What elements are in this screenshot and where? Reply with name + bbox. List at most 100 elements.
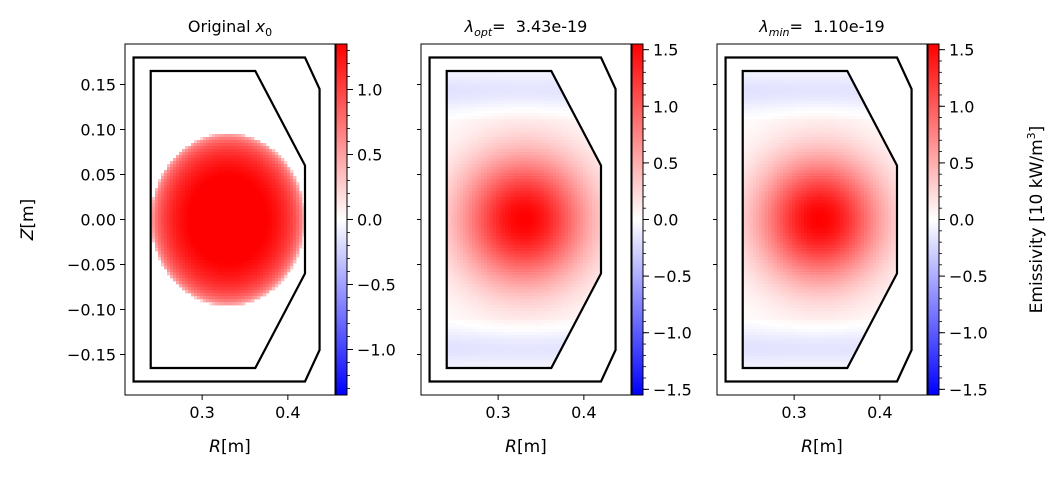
heatmap-cell xyxy=(251,209,255,213)
heatmap-cell xyxy=(266,251,270,255)
heatmap-cell xyxy=(224,152,228,156)
heatmap-cell xyxy=(484,350,488,354)
heatmap-cell xyxy=(487,179,491,183)
heatmap-cell xyxy=(227,245,231,249)
heatmap-cell xyxy=(275,266,279,270)
heatmap-cell xyxy=(478,83,482,87)
heatmap-cell xyxy=(487,191,491,195)
heatmap-cell xyxy=(245,287,249,291)
heatmap-cell xyxy=(212,263,216,267)
heatmap-cell xyxy=(215,233,219,237)
heatmap-cell xyxy=(475,131,479,135)
heatmap-cell xyxy=(278,200,282,204)
heatmap-cell xyxy=(239,269,243,273)
heatmap-cell xyxy=(242,302,246,306)
heatmap-cell xyxy=(472,158,476,162)
heatmap-cell xyxy=(296,251,300,255)
heatmap-cell xyxy=(451,290,455,294)
heatmap-cell xyxy=(278,197,282,201)
heatmap-cell xyxy=(200,254,204,258)
heatmap-cell xyxy=(188,197,192,201)
heatmap-cell xyxy=(272,203,276,207)
heatmap-cell xyxy=(200,176,204,180)
heatmap-cell xyxy=(269,209,273,213)
heatmap-cell xyxy=(206,221,210,225)
heatmap-cell xyxy=(203,158,207,162)
heatmap-cell xyxy=(293,212,297,216)
heatmap-cell xyxy=(484,152,488,156)
heatmap-cell xyxy=(472,296,476,300)
heatmap-cell xyxy=(248,146,252,150)
heatmap-cell xyxy=(251,173,255,177)
heatmap-cell xyxy=(263,185,267,189)
heatmap-cell xyxy=(451,272,455,276)
heatmap-cell xyxy=(221,236,225,240)
heatmap-cell xyxy=(487,209,491,213)
heatmap-cell xyxy=(481,323,485,327)
heatmap-cell xyxy=(203,197,207,201)
heatmap-cell xyxy=(215,302,219,306)
heatmap-cell xyxy=(197,284,201,288)
heatmap-cell xyxy=(284,200,288,204)
heatmap-cell xyxy=(266,230,270,234)
heatmap-cell xyxy=(206,176,210,180)
heatmap-cell xyxy=(484,275,488,279)
heatmap-cell xyxy=(173,227,177,231)
heatmap-cell xyxy=(463,332,467,336)
heatmap-cell xyxy=(469,227,473,231)
heatmap-cell xyxy=(251,149,255,153)
heatmap-cell xyxy=(254,212,258,216)
heatmap-cell xyxy=(227,173,231,177)
heatmap-cell xyxy=(475,248,479,252)
heatmap-cell xyxy=(194,143,198,147)
heatmap-cell xyxy=(487,167,491,171)
heatmap-cell xyxy=(239,278,243,282)
heatmap-cell xyxy=(448,110,452,114)
heatmap-cell xyxy=(454,296,458,300)
x-axis-label: R[m] xyxy=(209,437,251,457)
heatmap-cell xyxy=(466,197,470,201)
heatmap-cell xyxy=(472,356,476,360)
heatmap-cell xyxy=(236,266,240,270)
heatmap-cell xyxy=(469,365,473,368)
heatmap-cell xyxy=(487,161,491,165)
heatmap-cell xyxy=(493,92,497,96)
heatmap-cell xyxy=(484,287,488,291)
heatmap-cell xyxy=(481,251,485,255)
heatmap-cell xyxy=(233,224,237,228)
heatmap-cell xyxy=(239,173,243,177)
heatmap-cell xyxy=(236,221,240,225)
heatmap-cell xyxy=(161,251,165,255)
heatmap-cell xyxy=(478,311,482,315)
heatmap-cell xyxy=(451,146,455,150)
heatmap-cell xyxy=(167,191,171,195)
heatmap-cell xyxy=(490,260,494,264)
heatmap-cell xyxy=(176,191,180,195)
heatmap-cell xyxy=(463,80,467,84)
heatmap-cell xyxy=(296,182,300,186)
heatmap-cell xyxy=(490,122,494,126)
x-axis-label-part: [m] xyxy=(221,437,251,457)
heatmap-cell xyxy=(448,113,452,117)
heatmap-cell xyxy=(164,188,168,192)
heatmap-cell xyxy=(212,224,216,228)
heatmap-cell xyxy=(463,224,467,228)
heatmap-cell xyxy=(167,221,171,225)
heatmap-cell xyxy=(481,92,485,96)
heatmap-cell xyxy=(254,263,258,267)
heatmap-cell xyxy=(239,275,243,279)
heatmap-cell xyxy=(254,245,258,249)
heatmap-cell xyxy=(475,209,479,213)
heatmap-cell xyxy=(161,215,165,219)
heatmap-cell xyxy=(296,200,300,204)
heatmap-cell xyxy=(242,230,246,234)
heatmap-cell xyxy=(478,242,482,246)
heatmap-cell xyxy=(272,287,276,291)
heatmap-cell xyxy=(478,143,482,147)
heatmap-cell xyxy=(293,191,297,195)
heatmap-cell xyxy=(188,233,192,237)
heatmap-cell xyxy=(272,194,276,198)
heatmap-cell xyxy=(254,188,258,192)
heatmap-cell xyxy=(460,365,464,368)
heatmap-cell xyxy=(197,146,201,150)
